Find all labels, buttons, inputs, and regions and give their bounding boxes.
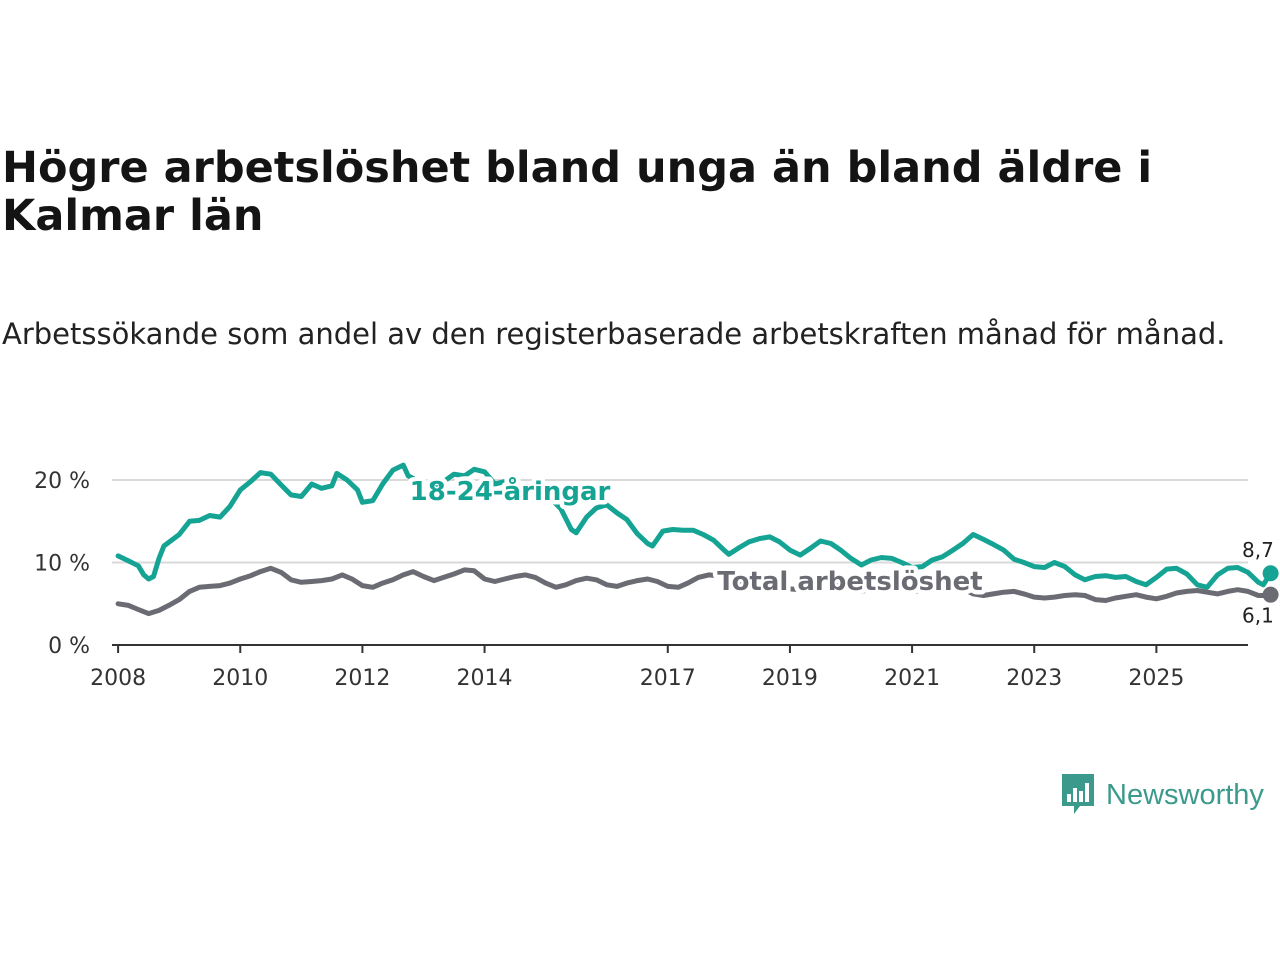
axes: 0 % 10 % 20 % 2008 2010 2012 2014 2017 2019 2021 2… bbox=[34, 469, 1248, 691]
end-point-total bbox=[1262, 586, 1279, 603]
series-label-total: Total arbetslöshet bbox=[717, 567, 982, 597]
y-tick-label: 0 % bbox=[48, 634, 90, 659]
end-value-label-18-24: 8,7 % bbox=[1242, 538, 1280, 562]
x-tick-label: 2017 bbox=[640, 666, 696, 691]
series-label-18-24: 18-24-åringar bbox=[410, 475, 611, 507]
grid-lines bbox=[112, 479, 1248, 564]
y-tick-label: 20 % bbox=[34, 469, 90, 494]
x-tick-label: 2012 bbox=[334, 666, 390, 691]
x-tick-label: 2010 bbox=[212, 666, 268, 691]
series-lines bbox=[115, 462, 1279, 617]
chart-subtitle: Arbetssökande som andel av den registerb… bbox=[2, 317, 1226, 351]
brand-name: Newsworthy bbox=[1106, 778, 1264, 811]
x-tick-label: 2025 bbox=[1128, 666, 1184, 691]
x-tick-label: 2008 bbox=[90, 666, 146, 691]
end-value-label-total: 6,1 % bbox=[1242, 604, 1280, 628]
series-line-18-24 bbox=[115, 462, 1274, 590]
x-tick-label: 2019 bbox=[762, 666, 818, 691]
x-tick-label: 2014 bbox=[457, 666, 513, 691]
series-label-halo-total: Total arbetslöshet bbox=[717, 567, 982, 597]
x-tick-label: 2021 bbox=[884, 666, 940, 691]
chart-title: Högre arbetslöshet bland unga än bland ä… bbox=[2, 143, 1153, 241]
y-tick-label: 10 % bbox=[34, 552, 90, 577]
brand-logo[interactable]: Newsworthy bbox=[1060, 772, 1264, 818]
x-tick-label: 2023 bbox=[1006, 666, 1062, 691]
series-label-halo-18-24: 18-24-åringar bbox=[410, 475, 611, 507]
series-line-total bbox=[115, 565, 1274, 617]
newsworthy-bar-chart-icon bbox=[1062, 774, 1094, 814]
end-point-18-24 bbox=[1262, 565, 1279, 582]
